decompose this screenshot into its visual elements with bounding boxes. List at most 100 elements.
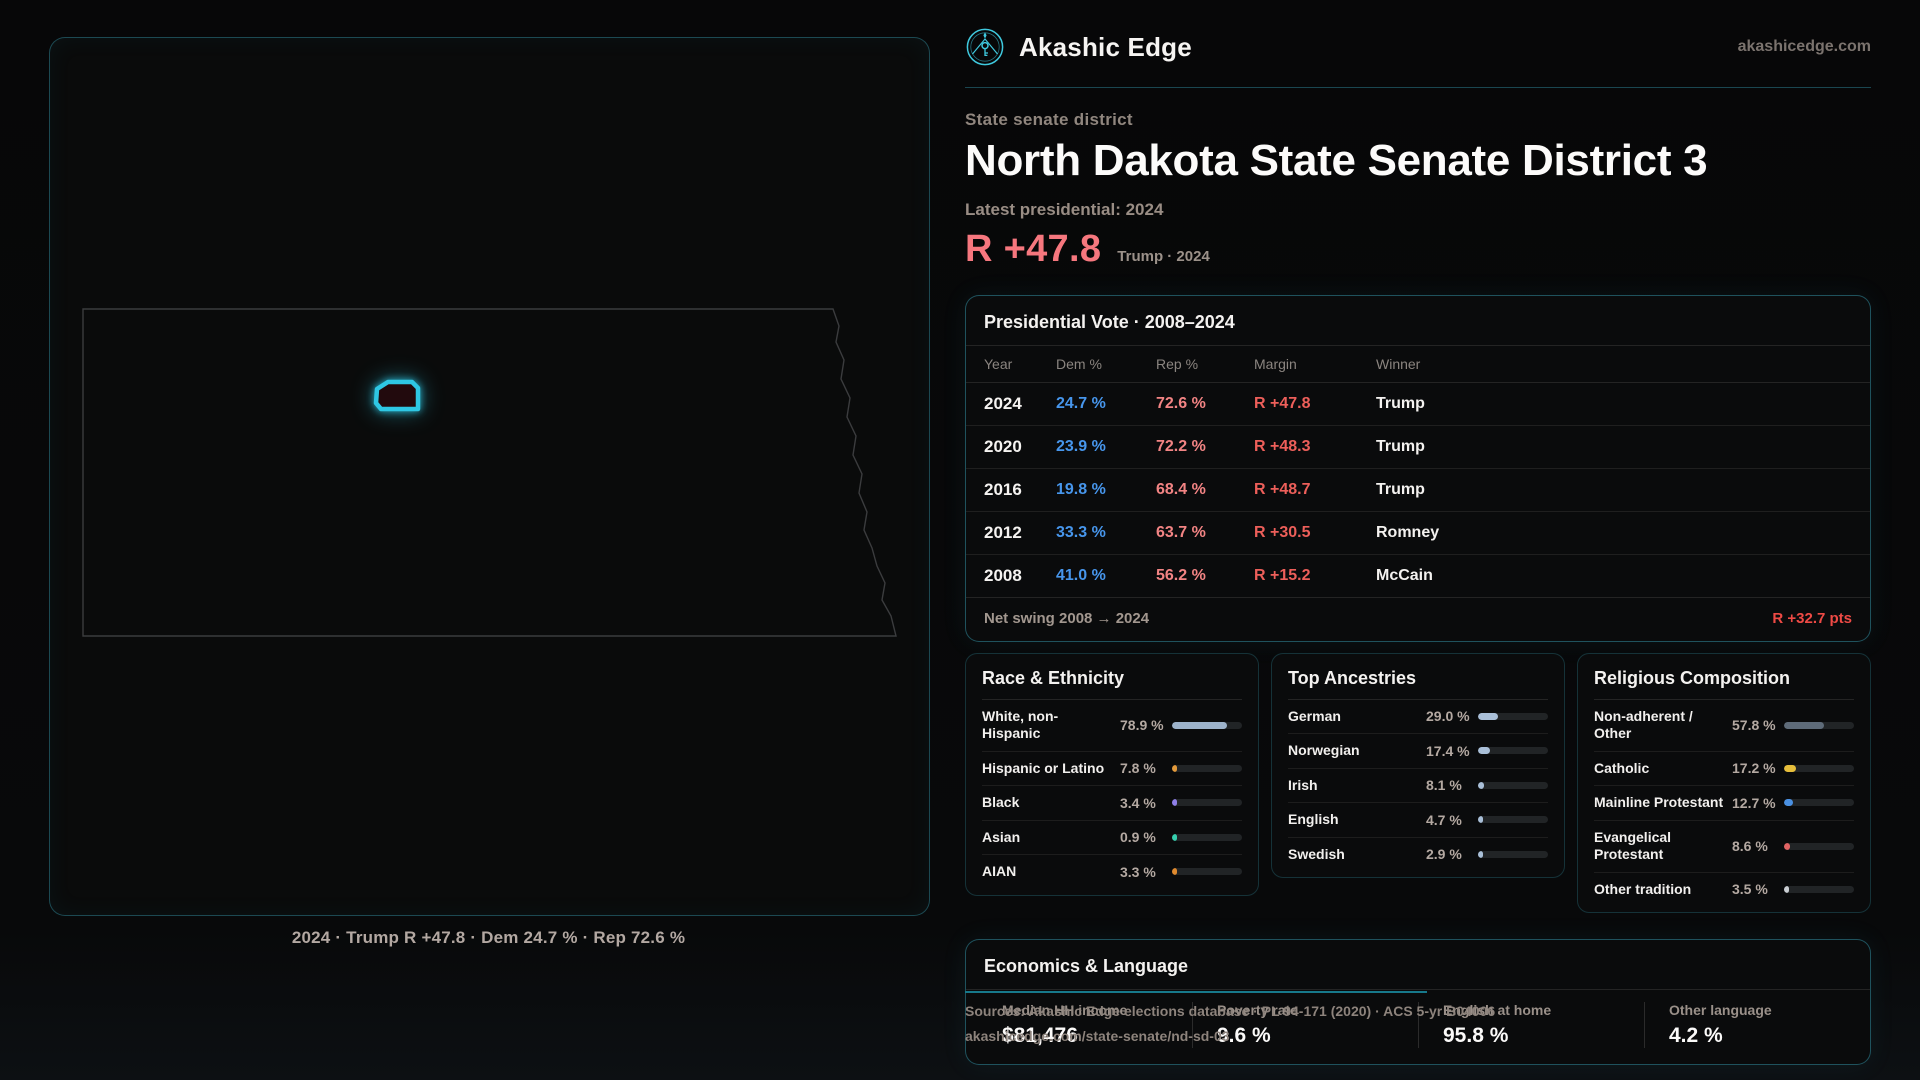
stat-value: 3.3 % (1120, 863, 1156, 880)
econ-stat-label: Poverty rate (1217, 1002, 1298, 1019)
cell-dem: 23.9 % (1056, 437, 1106, 455)
cell-year: 2024 (984, 393, 1022, 413)
stat-row: Asian 0.9 % (982, 819, 1242, 855)
stat-label: Evangelical Protestant (1594, 828, 1672, 863)
stat-value: 0.9 % (1120, 829, 1156, 846)
cell-margin: R +47.8 (1254, 394, 1311, 412)
cell-winner: Romney (1376, 523, 1440, 541)
stat-bar-fill (1478, 712, 1499, 720)
top-ancestries-panel: Top Ancestries German 29.0 % Norwegian 17.4 … (1271, 652, 1565, 879)
site-domain-link[interactable]: akashicedge.com (1737, 38, 1871, 55)
stat-bar (1172, 868, 1242, 876)
table-row: 2008 41.0 % 56.2 % R +15.2 McCain (966, 553, 1870, 597)
cell-winner: Trump (1376, 394, 1425, 412)
stat-row: Other tradition 3.5 % (1594, 871, 1854, 907)
brand-name: Akashic Edge (1019, 31, 1192, 62)
stat-row: Catholic 17.2 % (1594, 750, 1854, 786)
econ-stat-label: Median HH income (1002, 1002, 1128, 1019)
logo-star (983, 32, 987, 39)
stat-bar (1172, 833, 1242, 841)
stat-label: Other tradition (1594, 880, 1692, 897)
econ-stat-value: $81,476 (1002, 1024, 1078, 1048)
stat-bar (1478, 747, 1548, 755)
stat-bar-fill (1478, 850, 1483, 858)
stat-bar (1478, 712, 1548, 720)
stat-bar-fill (1784, 764, 1797, 772)
pres-table-footer: Net swing 2008 → 2024 R +32.7 pts (966, 596, 1870, 641)
district-map-card (49, 37, 930, 916)
stat-value: 8.6 % (1732, 838, 1768, 855)
panel-rows: White, non-Hispanic 78.9 % Hispanic or Lat… (982, 700, 1242, 889)
stat-bar (1172, 721, 1242, 729)
stat-bar-fill (1784, 885, 1789, 893)
stat-label: Hispanic or Latino (982, 759, 1105, 776)
cell-dem: 41.0 % (1056, 566, 1106, 584)
stat-label: English (1288, 811, 1339, 828)
stat-row: AIAN 3.3 % (982, 854, 1242, 889)
cell-rep: 56.2 % (1156, 566, 1206, 584)
stat-row: Non-adherent / Other 57.8 % (1594, 700, 1854, 751)
table-row: 2020 23.9 % 72.2 % R +48.3 Trump (966, 424, 1870, 468)
column-header-winner: Winner (1376, 355, 1421, 372)
stat-bar (1784, 799, 1854, 807)
column-header-year: Year (984, 355, 1013, 372)
district-3-shape[interactable] (373, 379, 421, 412)
stat-value: 3.5 % (1732, 881, 1768, 898)
cell-rep: 72.6 % (1156, 394, 1206, 412)
stat-label: Asian (982, 828, 1021, 845)
race-ethnicity-panel: Race & Ethnicity White, non-Hispanic 78.9 … (965, 652, 1259, 896)
econ-stat-poverty-rate: Poverty rate 9.6 % (1192, 1002, 1418, 1049)
table-row: 2012 33.3 % 63.7 % R +30.5 Romney (966, 510, 1870, 554)
column-header-margin: Margin (1254, 355, 1297, 372)
cell-year: 2012 (984, 522, 1022, 542)
econ-stat-other-language: Other language 4.2 % (1644, 1002, 1870, 1049)
stat-bar-fill (1172, 764, 1178, 772)
stat-value: 57.8 % (1732, 717, 1776, 734)
cell-dem: 33.3 % (1056, 523, 1106, 541)
stat-label: German (1288, 707, 1341, 724)
stat-bar (1478, 781, 1548, 789)
stat-row: German 29.0 % (1288, 700, 1548, 734)
headline-margin-context: Trump · 2024 (1117, 247, 1210, 265)
stat-bar-fill (1478, 747, 1491, 755)
net-swing-label: Net swing 2008 → 2024 (984, 609, 1150, 627)
sources-footnote: Sources: Akashic Edge elections database… (965, 991, 1495, 1049)
stat-row: Norwegian 17.4 % (1288, 733, 1548, 768)
table-row: 2016 19.8 % 68.4 % R +48.7 Trump (966, 467, 1870, 511)
cell-dem: 24.7 % (1056, 394, 1106, 412)
stat-row: White, non-Hispanic 78.9 % (982, 700, 1242, 751)
stat-row: Mainline Protestant 12.7 % (1594, 785, 1854, 820)
cell-margin: R +48.7 (1254, 480, 1311, 498)
stat-bar (1784, 764, 1854, 772)
stat-value: 8.1 % (1426, 777, 1462, 794)
stat-bar (1172, 764, 1242, 772)
stat-value: 2.9 % (1426, 846, 1462, 863)
stat-label: Catholic (1594, 759, 1650, 776)
stat-row: Hispanic or Latino 7.8 % (982, 750, 1242, 786)
stat-row: Black 3.4 % (982, 785, 1242, 820)
stat-label: Mainline Protestant (1594, 794, 1724, 811)
cell-rep: 63.7 % (1156, 523, 1206, 541)
stat-bar-fill (1784, 842, 1791, 850)
cell-year: 2016 (984, 479, 1022, 499)
detail-column: Akashic Edge akashicedge.com State senat… (965, 0, 1871, 1066)
stat-row: Evangelical Protestant 8.6 % (1594, 819, 1854, 872)
akashic-edge-logo-icon[interactable] (965, 27, 1005, 67)
cell-year: 2020 (984, 436, 1022, 456)
cell-winner: McCain (1376, 566, 1433, 584)
stat-value: 12.7 % (1732, 794, 1776, 811)
stat-value: 7.8 % (1120, 760, 1156, 777)
district-type-label: State senate district (965, 110, 1133, 129)
stat-bar-fill (1172, 833, 1177, 841)
stat-value: 29.0 % (1426, 708, 1470, 725)
header-divider (965, 87, 1871, 88)
cell-dem: 19.8 % (1056, 480, 1106, 498)
map-caption: 2024 · Trump R +47.8 · Dem 24.7 % · Rep … (291, 928, 686, 947)
net-swing-value: R +32.7 pts (1772, 609, 1852, 627)
stat-bar-fill (1478, 781, 1484, 789)
cell-rep: 72.2 % (1156, 437, 1206, 455)
stat-value: 78.9 % (1120, 717, 1164, 734)
stat-bar-fill (1172, 868, 1177, 876)
stat-bar (1478, 816, 1548, 824)
stat-row: Swedish 2.9 % (1288, 836, 1548, 872)
